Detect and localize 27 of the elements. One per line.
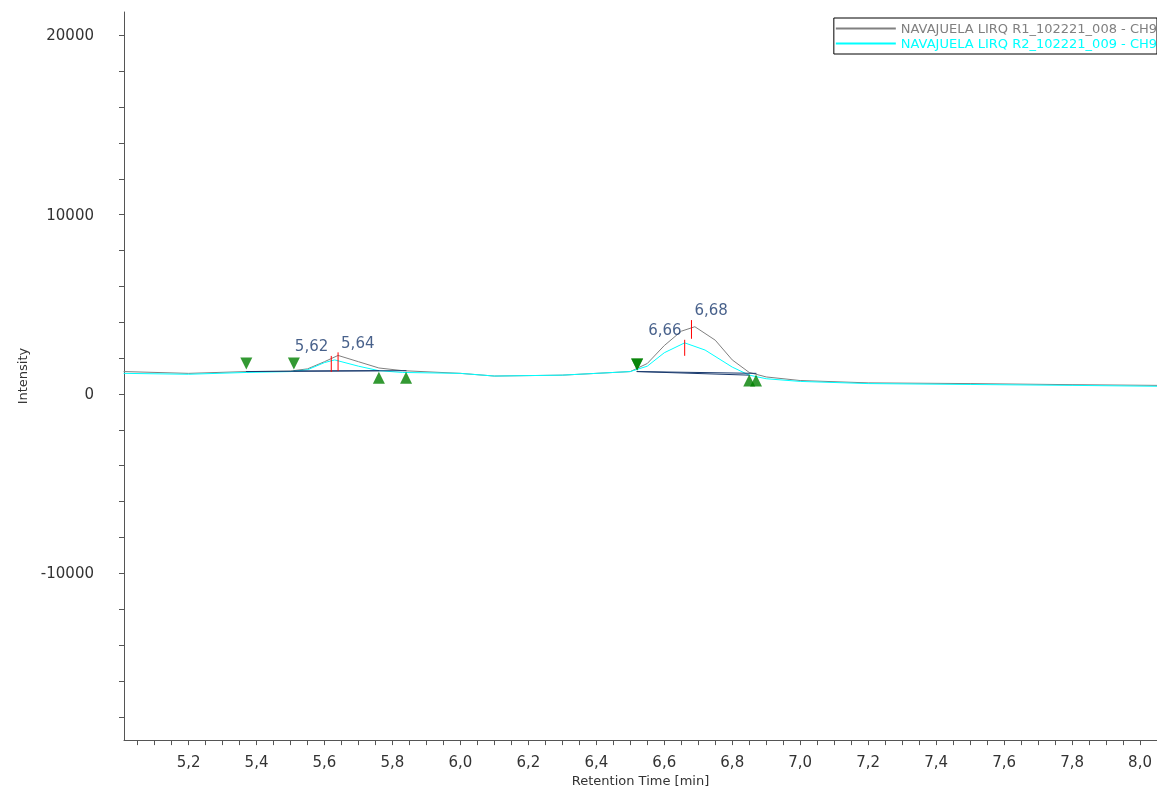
y-tick-label: 0 [84, 384, 94, 403]
x-tick-label: 6,4 [584, 752, 609, 771]
y-tick-label: 20000 [46, 26, 94, 45]
x-tick-label: 6,0 [448, 752, 473, 771]
y-axis-title: Intensity [15, 347, 30, 405]
x-tick-label: 6,6 [652, 752, 677, 771]
annotation: 5,64 [341, 333, 375, 352]
legend-label: NAVAJUELA LIRQ R2_102221_009 - CH9 [900, 36, 1157, 51]
annotation: 6,68 [694, 301, 728, 320]
x-tick-label: 5,8 [380, 752, 405, 771]
y-tick-label: -10000 [40, 564, 94, 583]
x-tick-label: 5,6 [312, 752, 337, 771]
x-tick-label: 8,0 [1128, 752, 1152, 771]
legend-label: NAVAJUELA LIRQ R1_102221_008 - CH9 [900, 21, 1157, 36]
x-axis-title: Retention Time [min] [571, 773, 710, 788]
x-tick-label: 5,2 [176, 752, 201, 771]
x-tick-label: 6,2 [516, 752, 541, 771]
annotation: 6,66 [648, 321, 682, 340]
x-tick-label: 7,6 [992, 752, 1017, 771]
annotation: 5,62 [294, 337, 329, 356]
x-tick-label: 6,8 [720, 752, 745, 771]
y-tick-label: 10000 [46, 205, 94, 224]
x-tick-label: 7,2 [856, 752, 881, 771]
x-tick-label: 7,0 [788, 752, 813, 771]
x-tick-label: 7,4 [924, 752, 949, 771]
x-tick-label: 5,4 [244, 752, 269, 771]
x-tick-label: 7,8 [1060, 752, 1084, 771]
